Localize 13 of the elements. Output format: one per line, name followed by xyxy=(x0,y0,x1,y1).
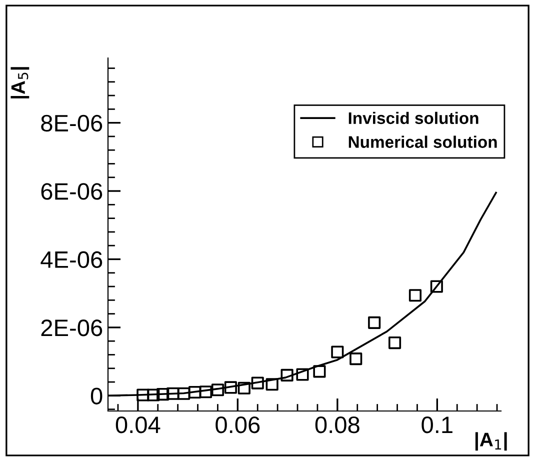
y-tick-label: 6E-06 xyxy=(41,183,102,200)
y-tick-label: 0 xyxy=(90,388,102,404)
y-axis-title: |A$_{5}$| xyxy=(10,67,30,98)
x-axis-title: |A$_{1}$| xyxy=(475,432,507,451)
y-tick-label: 4E-06 xyxy=(40,251,102,268)
legend-label: Numerical solution xyxy=(348,136,497,148)
x-tick-label: 0.08 xyxy=(315,416,360,434)
x-tick-label: 0.04 xyxy=(116,416,160,434)
y-tick-label: 8E-06 xyxy=(41,114,102,132)
y-tick-label: 2E-06 xyxy=(41,320,102,336)
x-tick-label: 0.1 xyxy=(422,416,452,434)
legend-label: Inviscid solution xyxy=(348,112,478,124)
x-tick-label: 0.06 xyxy=(216,416,260,434)
